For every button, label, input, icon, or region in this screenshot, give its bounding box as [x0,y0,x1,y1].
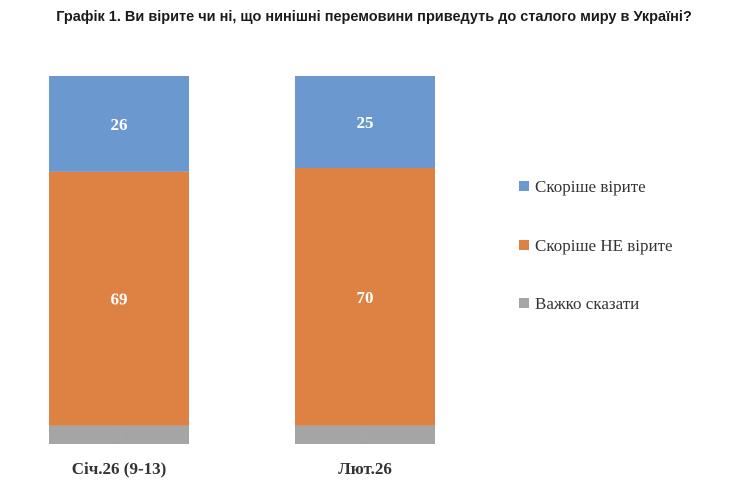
legend-swatch-2 [519,240,529,250]
chart-title: Графік 1. Ви вірите чи ні, що нинішні пе… [56,9,692,25]
data-label-1-1: 5 [115,428,123,445]
legend-swatch-3 [519,298,529,308]
legend-label-3: Важко сказати [535,294,639,313]
bar-segment-2-3 [295,76,435,168]
bar-segment-1-2 [49,171,189,426]
data-label-2-2: 70 [357,288,374,307]
data-label-2-3: 25 [357,113,374,132]
bar-segment-1-1 [49,425,189,444]
legend-label-2: Скоріше НЕ вірите [535,236,673,255]
bar-segment-2-2 [295,168,435,426]
legend-label-1: Скоріше вірите [535,177,646,196]
bar-segment-2-1 [295,425,435,444]
category-label-1: Січ.26 (9-13) [72,459,167,478]
data-label-2-1: 5 [361,428,369,445]
data-label-1-2: 69 [111,290,128,309]
bar-segment-1-3 [49,76,189,172]
data-label-1-3: 26 [111,115,128,134]
category-label-2: Лют.26 [338,459,392,478]
legend-swatch-1 [519,181,529,191]
